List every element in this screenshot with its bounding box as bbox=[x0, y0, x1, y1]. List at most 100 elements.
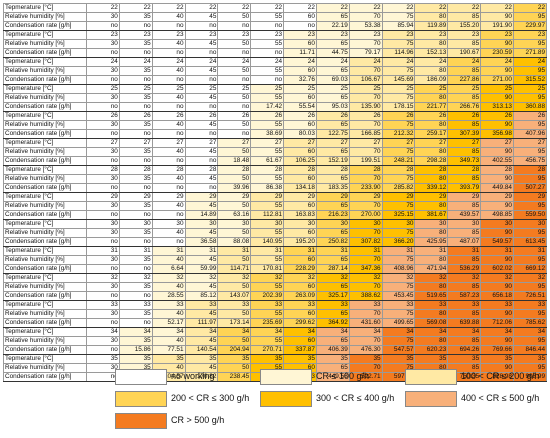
condensation-cell: no bbox=[151, 237, 186, 247]
temperature-cell: 34 bbox=[414, 327, 449, 337]
condensation-cell: 86.38 bbox=[250, 183, 285, 193]
condensation-cell: 221.77 bbox=[414, 102, 449, 112]
humidity-cell: 80 bbox=[414, 336, 449, 346]
temperature-cell: 27 bbox=[381, 138, 416, 148]
condensation-cell: no bbox=[217, 48, 252, 58]
temperature-cell: 24 bbox=[381, 57, 416, 67]
humidity-cell: 55 bbox=[250, 228, 285, 238]
temperature-cell: 32 bbox=[283, 273, 317, 283]
condensation-cell: 112.81 bbox=[250, 210, 285, 220]
temperature-cell: 34 bbox=[217, 327, 252, 337]
temperature-cell: 24 bbox=[283, 57, 317, 67]
temperature-cell: 31 bbox=[151, 246, 186, 256]
row-label: Relative humidity [%] bbox=[3, 309, 87, 319]
humidity-cell: 35 bbox=[118, 66, 153, 76]
temperature-cell: 26 bbox=[414, 111, 449, 121]
humidity-row: Relative humidity [%] 30 35 40 45 50 55 60 65 70 7… bbox=[3, 336, 548, 346]
humidity-cell: 60 bbox=[283, 120, 317, 130]
temperature-cell: 32 bbox=[250, 273, 285, 283]
humidity-cell: 80 bbox=[414, 39, 449, 49]
temperature-cell: 35 bbox=[381, 354, 416, 364]
condensation-row: Condensation rate [g/h] no no no no no 38.69 80… bbox=[3, 129, 548, 139]
temperature-cell: 24 bbox=[480, 57, 514, 67]
humidity-cell: 45 bbox=[184, 39, 219, 49]
temperature-cell: 34 bbox=[480, 327, 514, 337]
condensation-cell: 69.03 bbox=[315, 75, 350, 85]
condensation-cell: 163.83 bbox=[283, 210, 317, 220]
temperature-cell: 25 bbox=[151, 84, 186, 94]
temperature-cell: 25 bbox=[217, 84, 252, 94]
temperature-cell: 32 bbox=[151, 273, 186, 283]
temperature-cell: 33 bbox=[348, 300, 383, 310]
row-label: Relative humidity [%] bbox=[3, 201, 87, 211]
condensation-cell: 602.02 bbox=[480, 264, 514, 274]
humidity-cell: 45 bbox=[184, 174, 219, 184]
temperature-cell: 35 bbox=[348, 354, 383, 364]
humidity-cell: 55 bbox=[250, 201, 285, 211]
humidity-cell: 60 bbox=[283, 66, 317, 76]
condensation-cell: no bbox=[118, 291, 153, 301]
temperature-cell: 26 bbox=[512, 111, 548, 121]
temperature-cell: 23 bbox=[348, 30, 383, 40]
condensation-cell: 449.84 bbox=[480, 183, 514, 193]
humidity-cell: 95 bbox=[512, 147, 548, 157]
temperature-cell: 33 bbox=[184, 300, 219, 310]
condensation-cell: 487.07 bbox=[447, 237, 482, 247]
row-label: Relative humidity [%] bbox=[3, 120, 87, 130]
legend-label: 200 < CR ≤ 300 g/h bbox=[171, 393, 250, 403]
condensation-cell: no bbox=[184, 75, 219, 85]
temperature-cell: 26 bbox=[250, 111, 285, 121]
humidity-cell: 50 bbox=[217, 147, 252, 157]
temperature-cell: 32 bbox=[512, 273, 548, 283]
humidity-cell: 40 bbox=[151, 228, 186, 238]
humidity-cell: 55 bbox=[250, 39, 285, 49]
temperature-cell: 24 bbox=[86, 57, 120, 67]
row-label: Tepmerature [°C] bbox=[3, 300, 87, 310]
temperature-cell: 25 bbox=[86, 84, 120, 94]
humidity-cell: 30 bbox=[86, 66, 120, 76]
temperature-cell: 23 bbox=[217, 30, 252, 40]
condensation-row: Condensation rate [g/h] no no no no no no 32.76… bbox=[3, 75, 548, 85]
condensation-cell: no bbox=[86, 102, 120, 112]
condensation-cell: no bbox=[86, 21, 120, 31]
humidity-cell: 35 bbox=[118, 174, 153, 184]
humidity-cell: 85 bbox=[447, 228, 482, 238]
condensation-cell: 349.73 bbox=[447, 156, 482, 166]
temperature-cell: 28 bbox=[250, 165, 285, 175]
temperature-cell: 34 bbox=[315, 327, 350, 337]
condensation-cell: 669.12 bbox=[512, 264, 548, 274]
humidity-cell: 30 bbox=[86, 282, 120, 292]
humidity-cell: 65 bbox=[315, 336, 350, 346]
condensation-cell: 135.90 bbox=[348, 102, 383, 112]
row-label: Tepmerature [°C] bbox=[3, 30, 87, 40]
temperature-cell: 35 bbox=[447, 354, 482, 364]
condensation-cell: 263.09 bbox=[283, 291, 317, 301]
condensation-cell: no bbox=[250, 48, 285, 58]
condensation-cell: 186.09 bbox=[414, 75, 449, 85]
humidity-cell: 50 bbox=[217, 201, 252, 211]
row-label: Condensation rate [g/h] bbox=[3, 156, 87, 166]
temperature-cell: 30 bbox=[414, 219, 449, 229]
temperature-cell: 27 bbox=[184, 138, 219, 148]
row-label: Tepmerature [°C] bbox=[3, 57, 87, 67]
condensation-cell: no bbox=[151, 156, 186, 166]
temperature-cell: 32 bbox=[86, 273, 120, 283]
humidity-cell: 50 bbox=[217, 120, 252, 130]
temperature-cell: 25 bbox=[447, 84, 482, 94]
temperature-row: Tepmerature [°C] 34 34 34 34 34 34 34 34 34 34 34 34… bbox=[3, 327, 548, 337]
temperature-cell: 25 bbox=[250, 84, 285, 94]
temperature-cell: 31 bbox=[315, 246, 350, 256]
humidity-cell: 85 bbox=[447, 66, 482, 76]
temperature-cell: 34 bbox=[348, 327, 383, 337]
condensation-cell: 908.99 bbox=[512, 372, 548, 382]
condensation-cell: 769.66 bbox=[480, 345, 514, 355]
humidity-cell: 50 bbox=[217, 66, 252, 76]
humidity-cell: 90 bbox=[480, 309, 514, 319]
temperature-cell: 32 bbox=[217, 273, 252, 283]
condensation-cell: 270.00 bbox=[348, 210, 383, 220]
humidity-cell: 35 bbox=[118, 336, 153, 346]
humidity-cell: 90 bbox=[480, 147, 514, 157]
temperature-cell: 31 bbox=[480, 246, 514, 256]
humidity-cell: 40 bbox=[151, 282, 186, 292]
humidity-cell: 70 bbox=[348, 282, 383, 292]
